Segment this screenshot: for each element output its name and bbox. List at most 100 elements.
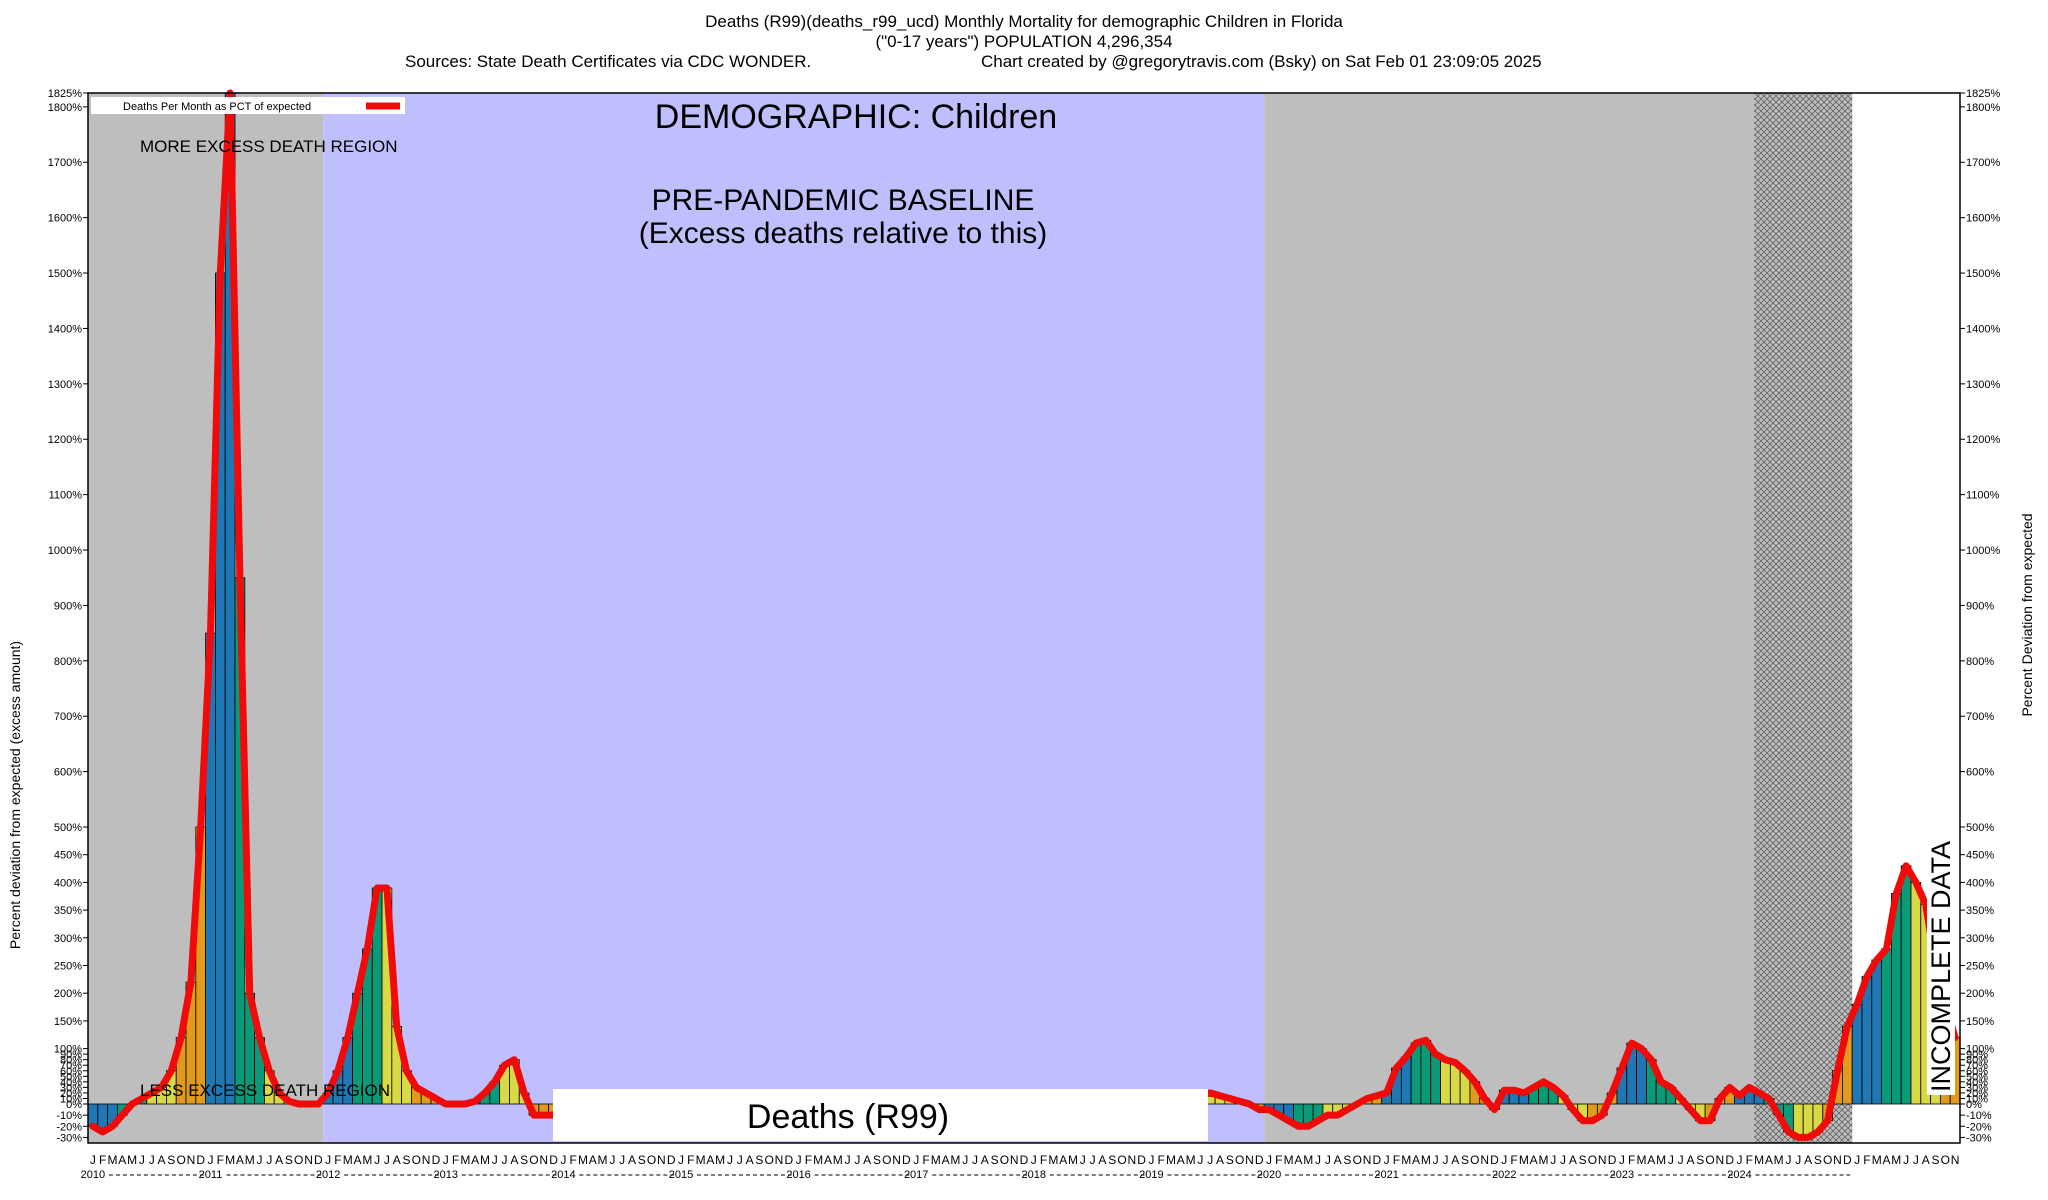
x-month-label: O (1941, 1153, 1950, 1167)
x-month-label: J (1433, 1153, 1439, 1167)
x-month-label: J (1913, 1153, 1919, 1167)
x-month-label: J (609, 1153, 615, 1167)
x-year-label: 2019 (1139, 1169, 1163, 1181)
x-month-label: M (108, 1153, 118, 1167)
y-tick-label: 1000% (48, 545, 82, 557)
y-tick-label: 500% (54, 822, 82, 834)
legend: Deaths Per Month as PCT of expected (91, 97, 405, 114)
x-month-label: F (687, 1153, 694, 1167)
bar (1910, 882, 1922, 1105)
x-month-label: J (443, 1153, 449, 1167)
x-month-label: J (1080, 1153, 1086, 1167)
y-tick-label: 400% (54, 877, 82, 889)
baseline-sublabel: (Excess deaths relative to this) (639, 217, 1048, 250)
x-month-label: J (1668, 1153, 1674, 1167)
x-year-label: 2015 (669, 1169, 693, 1181)
x-month-label: A (1059, 1153, 1067, 1167)
y-tick-label: 50% (1966, 1071, 1988, 1083)
y-tick-label: 70% (1966, 1060, 1988, 1072)
y-tick-label: 1700% (48, 157, 82, 169)
x-month-label: D (1373, 1153, 1382, 1167)
x-year-label: 2011 (199, 1169, 223, 1181)
x-month-label: J (257, 1153, 263, 1167)
x-month-label: A (1412, 1153, 1420, 1167)
chart-sources: Sources: State Death Certificates via CD… (405, 52, 812, 71)
x-month-label: J (1619, 1153, 1625, 1167)
x-month-label: J (1325, 1153, 1331, 1167)
x-month-label: F (1275, 1153, 1282, 1167)
x-month-label: O (294, 1153, 303, 1167)
x-month-label: D (667, 1153, 676, 1167)
x-month-label: M (1538, 1153, 1548, 1167)
y-tick-label: 1500% (48, 268, 82, 280)
y-tick-label: 1300% (48, 379, 82, 391)
x-month-label: J (1795, 1153, 1801, 1167)
y-tick-label: 700% (1966, 711, 1994, 723)
more-excess-label: MORE EXCESS DEATH REGION (140, 137, 398, 156)
x-month-label: S (1931, 1153, 1939, 1167)
x-month-label: M (950, 1153, 960, 1167)
x-month-label: A (1451, 1153, 1459, 1167)
x-month-label: J (266, 1153, 272, 1167)
x-year-label: 2017 (904, 1169, 928, 1181)
y-tick-label: 90% (1966, 1049, 1988, 1061)
x-month-label: S (638, 1153, 646, 1167)
y-tick-label: 250% (1966, 961, 1994, 973)
x-month-label: J (962, 1153, 968, 1167)
x-month-label: O (1000, 1153, 1009, 1167)
x-month-label: M (1636, 1153, 1646, 1167)
x-month-label: S (520, 1153, 528, 1167)
x-month-label: J (1266, 1153, 1272, 1167)
x-month-label: F (922, 1153, 929, 1167)
x-month-label: A (118, 1153, 126, 1167)
x-month-label: J (492, 1153, 498, 1167)
x-month-label: F (334, 1153, 341, 1167)
x-month-label: A (1569, 1153, 1577, 1167)
x-month-label: M (480, 1153, 490, 1167)
x-month-label: F (452, 1153, 459, 1167)
x-month-label: D (784, 1153, 793, 1167)
y-tick-label: 350% (1966, 905, 1994, 917)
x-month-label: J (1903, 1153, 1909, 1167)
x-month-label: S (1696, 1153, 1704, 1167)
x-month-label: J (208, 1153, 214, 1167)
x-month-label: D (196, 1153, 205, 1167)
y-tick-label: 1100% (49, 490, 83, 502)
y-tick-label: 1400% (48, 323, 82, 335)
x-month-label: M (931, 1153, 941, 1167)
x-month-label: A (1216, 1153, 1224, 1167)
y-tick-label: 300% (54, 933, 82, 945)
x-month-label: M (598, 1153, 608, 1167)
incomplete-region (1754, 93, 1853, 1143)
x-month-label: A (1530, 1153, 1538, 1167)
y-tick-label: 900% (1966, 600, 1994, 612)
incomplete-label: INCOMPLETE DATA (1926, 841, 1956, 1092)
x-month-label: J (1031, 1153, 1037, 1167)
x-month-label: N (1598, 1153, 1607, 1167)
x-month-label: J (1501, 1153, 1507, 1167)
x-month-label: O (882, 1153, 891, 1167)
y-axis-label-right: Percent Deviation from expected (2019, 513, 2035, 716)
x-month-label: J (1560, 1153, 1566, 1167)
x-month-label: A (1882, 1153, 1890, 1167)
x-month-label: O (647, 1153, 656, 1167)
x-month-label: S (755, 1153, 763, 1167)
chart-credit: Chart created by @gregorytravis.com (Bsk… (981, 52, 1542, 71)
y-tick-label: 20% (60, 1088, 82, 1100)
cause-label-box (553, 1089, 1208, 1141)
x-month-label: M (1872, 1153, 1882, 1167)
x-month-label: S (1226, 1153, 1234, 1167)
x-month-label: N (1363, 1153, 1372, 1167)
x-month-label: J (325, 1153, 331, 1167)
y-tick-label: 30% (60, 1082, 82, 1094)
chart-subtitle: ("0-17 years") POPULATION 4,296,354 (875, 32, 1173, 51)
y-axis-label-left: Percent deviation from expected (excess … (7, 641, 23, 949)
x-month-label: M (1421, 1153, 1431, 1167)
y-tick-label: 100% (54, 1044, 82, 1056)
x-month-label: J (374, 1153, 380, 1167)
x-month-label: F (1863, 1153, 1870, 1167)
x-month-label: S (1108, 1153, 1116, 1167)
y-tick-label: 200% (1966, 988, 1994, 1000)
x-month-label: N (422, 1153, 431, 1167)
x-month-label: A (1922, 1153, 1930, 1167)
